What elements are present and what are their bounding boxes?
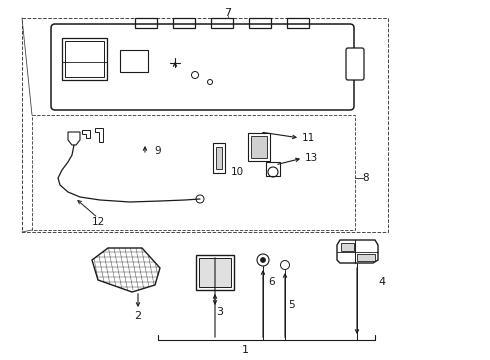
Bar [196,255,234,290]
Bar [341,243,354,251]
Bar [65,41,104,77]
Text: 5: 5 [288,300,294,310]
FancyBboxPatch shape [346,48,364,80]
Text: 3: 3 [217,307,223,317]
Bar [213,143,225,173]
Text: 6: 6 [269,277,275,287]
Bar [173,18,195,28]
Polygon shape [68,132,80,145]
Bar [216,147,222,169]
Bar [287,18,309,28]
Bar [211,18,233,28]
FancyBboxPatch shape [51,24,354,110]
Text: 4: 4 [378,277,386,287]
Text: 2: 2 [134,311,142,321]
Bar [357,254,375,261]
Text: 9: 9 [155,146,161,156]
Text: 7: 7 [224,8,232,18]
Bar [62,38,107,80]
Bar [199,258,231,287]
Circle shape [257,254,269,266]
Text: 8: 8 [363,173,369,183]
Bar [22,18,388,232]
Bar [32,115,355,230]
Polygon shape [92,248,160,292]
Text: 13: 13 [304,153,318,163]
Polygon shape [82,130,90,138]
Bar [135,18,157,28]
Bar [249,18,271,28]
Bar [251,136,267,158]
Circle shape [261,257,266,262]
Polygon shape [337,240,378,263]
Bar [266,162,280,176]
Text: 10: 10 [230,167,244,177]
Text: 1: 1 [242,345,248,355]
Polygon shape [95,128,103,142]
Text: 12: 12 [91,217,105,227]
Text: 11: 11 [301,133,315,143]
Bar [120,50,148,72]
Bar [248,133,270,161]
